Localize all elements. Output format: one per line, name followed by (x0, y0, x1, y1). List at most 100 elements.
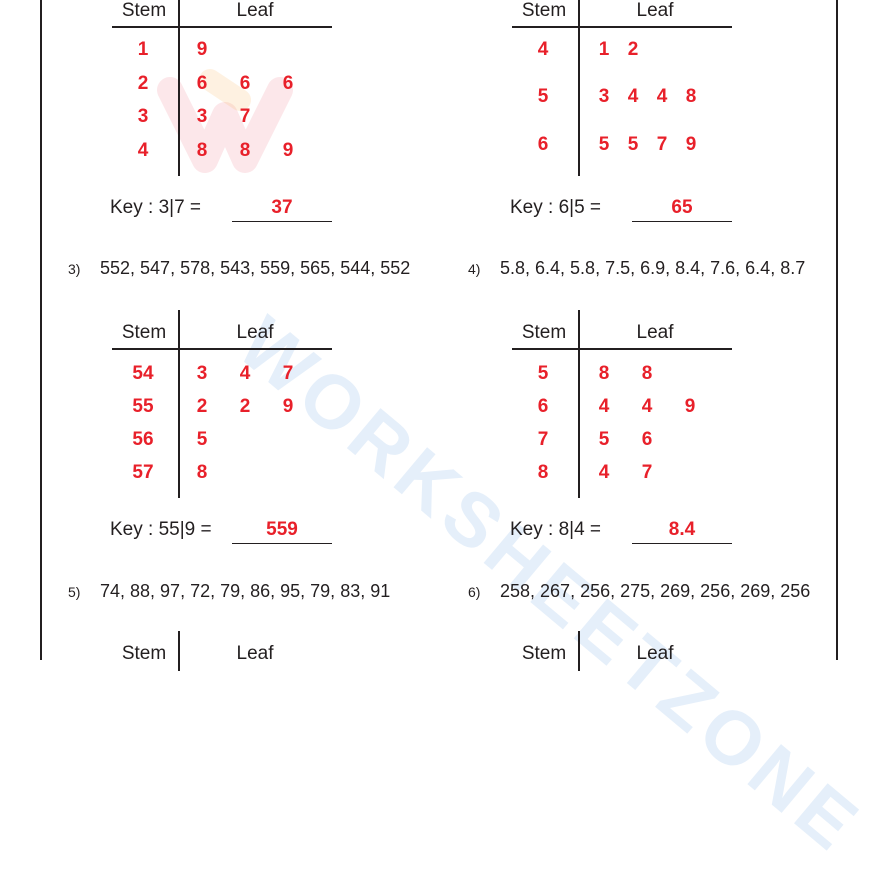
stem-leaf-row: 2 6 6 6 (112, 72, 342, 96)
stem-header: Stem (521, 0, 567, 21)
leaf-value: 5 (627, 134, 639, 155)
stem-leaf-row: 7 5 6 (512, 428, 742, 452)
key-label: Key : 6|5 = (510, 197, 602, 218)
stem-value: 2 (137, 73, 149, 94)
key-answer: 65 (632, 195, 732, 222)
leaf-header: Leaf (236, 643, 274, 664)
leaf-value: 4 (239, 363, 251, 384)
leaf-value: 9 (684, 396, 696, 417)
leaf-value: 4 (627, 86, 639, 107)
leaf-value: 9 (685, 134, 697, 155)
leaf-header: Leaf (236, 322, 274, 343)
header-divider (512, 26, 732, 28)
leaf-value: 4 (656, 86, 668, 107)
leaf-value: 3 (598, 86, 610, 107)
stem-leaf-row: 57 8 (112, 461, 342, 485)
key-label: Key : 3|7 = (110, 197, 202, 218)
stem-leaf-plot-6: Stem Leaf (512, 631, 752, 833)
stem-value: 54 (132, 363, 154, 384)
key-label: Key : 8|4 = (510, 519, 602, 540)
leaf-value: 8 (196, 140, 208, 161)
stem-header: Stem (521, 643, 567, 664)
stem-header: Stem (121, 0, 167, 21)
problem-5: 5) 74, 88, 97, 72, 79, 86, 95, 79, 83, 91 (68, 579, 390, 603)
stem-value: 6 (537, 134, 549, 155)
problem-data: 552, 547, 578, 543, 559, 565, 544, 552 (100, 258, 411, 278)
key-answer: 37 (232, 195, 332, 222)
stem-header: Stem (521, 322, 567, 343)
stem-header: Stem (121, 643, 167, 664)
stem-divider (578, 631, 580, 671)
stem-header: Stem (121, 322, 167, 343)
leaf-value: 9 (282, 396, 294, 417)
leaf-value: 4 (598, 396, 610, 417)
stem-leaf-plot-3: Stem Leaf 54 3 4 7 55 2 2 9 56 5 57 8 (112, 310, 352, 512)
problem-number: 3) (68, 261, 81, 277)
leaf-value: 8 (196, 462, 208, 483)
leaf-value: 7 (641, 462, 653, 483)
leaf-value: 6 (239, 73, 251, 94)
leaf-value: 8 (641, 363, 653, 384)
leaf-value: 7 (656, 134, 668, 155)
problem-number: 5) (68, 584, 81, 600)
stem-value: 6 (537, 396, 549, 417)
key-answer: 8.4 (632, 517, 732, 544)
stem-leaf-plot-5: Stem Leaf (112, 631, 352, 833)
stem-value: 5 (537, 86, 549, 107)
leaf-value: 6 (196, 73, 208, 94)
leaf-value: 6 (282, 73, 294, 94)
page-border-left (40, 0, 42, 660)
leaf-value: 2 (627, 39, 639, 60)
leaf-header: Leaf (636, 322, 674, 343)
stem-leaf-row: 55 2 2 9 (112, 395, 342, 419)
leaf-value: 5 (196, 429, 208, 450)
stem-divider (178, 310, 180, 498)
stem-value: 57 (132, 462, 154, 483)
page-border-right (836, 0, 838, 660)
leaf-value: 3 (196, 363, 208, 384)
leaf-value: 9 (196, 39, 208, 60)
leaf-value: 7 (282, 363, 294, 384)
stem-divider (578, 0, 580, 176)
leaf-value: 4 (598, 462, 610, 483)
stem-value: 55 (132, 396, 154, 417)
problem-6: 6) 258, 267, 256, 275, 269, 256, 269, 256 (468, 579, 810, 603)
key-answer: 559 (232, 517, 332, 544)
leaf-value: 1 (598, 39, 610, 60)
stem-leaf-row: 54 3 4 7 (112, 362, 342, 386)
leaf-value: 8 (598, 363, 610, 384)
stem-value: 5 (537, 363, 549, 384)
leaf-value: 3 (196, 106, 208, 127)
stem-value: 4 (537, 39, 549, 60)
problem-data: 5.8, 6.4, 5.8, 7.5, 6.9, 8.4, 7.6, 6.4, … (500, 258, 806, 278)
stem-value: 1 (137, 39, 149, 60)
leaf-header: Leaf (636, 0, 674, 21)
stem-leaf-row: 8 4 7 (512, 461, 742, 485)
stem-leaf-row: 56 5 (112, 428, 342, 452)
stem-value: 56 (132, 429, 154, 450)
stem-leaf-row: 4 8 8 9 (112, 139, 342, 163)
stem-value: 8 (537, 462, 549, 483)
problem-number: 6) (468, 584, 481, 600)
stem-leaf-row: 3 3 7 (112, 105, 342, 129)
leaf-value: 8 (685, 86, 697, 107)
leaf-value: 6 (641, 429, 653, 450)
stem-leaf-row: 5 8 8 (512, 362, 742, 386)
stem-value: 7 (537, 429, 549, 450)
problem-data: 74, 88, 97, 72, 79, 86, 95, 79, 83, 91 (100, 581, 391, 601)
key-label: Key : 55|9 = (110, 519, 212, 540)
leaf-value: 9 (282, 140, 294, 161)
problem-number: 4) (468, 261, 481, 277)
stem-value: 3 (137, 106, 149, 127)
leaf-value: 5 (598, 134, 610, 155)
stem-divider (178, 631, 180, 671)
leaf-value: 5 (598, 429, 610, 450)
leaf-value: 2 (239, 396, 251, 417)
problem-3: 3) 552, 547, 578, 543, 559, 565, 544, 552 (68, 256, 410, 280)
leaf-header: Leaf (636, 643, 674, 664)
